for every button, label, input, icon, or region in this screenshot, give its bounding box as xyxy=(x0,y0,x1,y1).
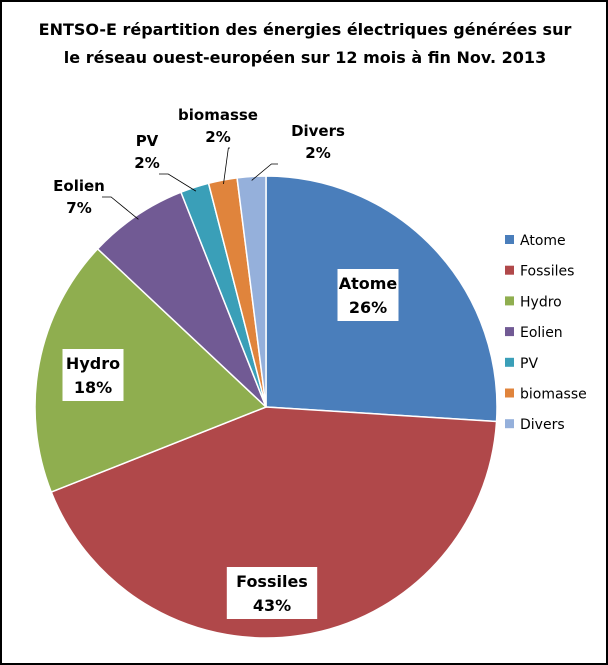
slice-label-name-fossiles: Fossiles xyxy=(236,572,308,591)
slice-label-value-eolien: 7% xyxy=(66,199,91,217)
leader-line-eolien xyxy=(102,196,139,220)
legend-label-fossiles: Fossiles xyxy=(520,264,574,280)
legend-label-biomasse: biomasse xyxy=(520,387,587,403)
legend-swatch-divers xyxy=(505,419,514,429)
pie-slice-fossiles xyxy=(50,406,498,639)
legend-label-eolien: Eolien xyxy=(520,325,563,341)
legend-label-pv: PV xyxy=(520,356,538,372)
slice-label-value-biomasse: 2% xyxy=(205,128,230,146)
legend-swatch-atome xyxy=(505,235,514,244)
slice-label-name-atome: Atome xyxy=(339,274,398,293)
legend-swatch-biomasse xyxy=(505,388,514,398)
slice-label-value-pv: 2% xyxy=(134,154,159,172)
pie-slice-eolien xyxy=(96,191,267,408)
pie-slice-hydro xyxy=(34,247,268,494)
legend-label-hydro: Hydro xyxy=(520,294,562,310)
slice-label-value-atome: 26% xyxy=(349,298,387,317)
chart-title-line-1: ENTSO-E répartition des énergies électri… xyxy=(38,20,572,39)
leader-line-biomasse xyxy=(223,147,230,185)
slice-label-box-atome xyxy=(337,269,399,321)
slice-label-value-fossiles: 43% xyxy=(253,596,291,615)
slice-label-name-pv: PV xyxy=(136,132,159,150)
pie-slice-divers xyxy=(236,175,267,408)
slice-label-name-divers: Divers xyxy=(291,122,345,140)
chart-title-line-2: le réseau ouest-européen sur 12 mois à f… xyxy=(63,48,547,67)
slice-label-value-hydro: 18% xyxy=(74,378,112,397)
slice-label-value-divers: 2% xyxy=(305,144,330,162)
legend-swatch-hydro xyxy=(505,296,514,306)
leader-line-pv xyxy=(159,173,197,192)
slice-label-box-hydro xyxy=(62,349,124,401)
slice-label-box-fossiles xyxy=(226,567,318,619)
legend-label-atome: Atome xyxy=(520,233,566,249)
legend-swatch-fossiles xyxy=(505,265,514,275)
slice-label-name-eolien: Eolien xyxy=(53,177,105,195)
legend-swatch-eolien xyxy=(505,327,514,337)
legend-swatch-pv xyxy=(505,357,514,367)
slice-label-name-biomasse: biomasse xyxy=(178,106,258,124)
legend-label-divers: Divers xyxy=(520,417,565,433)
slice-label-name-hydro: Hydro xyxy=(66,354,120,373)
leader-line-divers xyxy=(251,163,278,181)
chart-title: ENTSO-E répartition des énergies électri… xyxy=(20,16,590,72)
